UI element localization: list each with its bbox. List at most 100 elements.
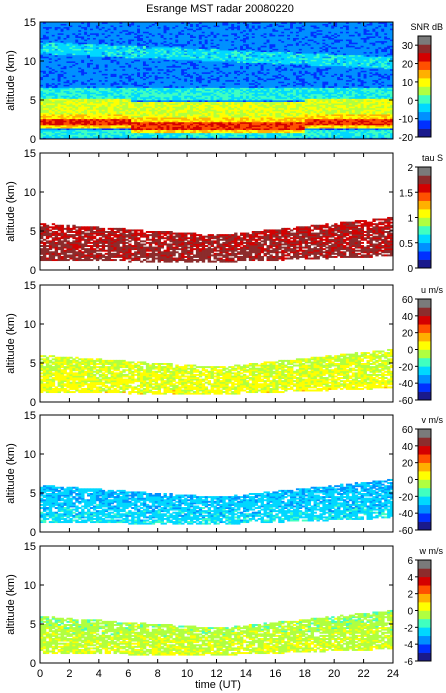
heatmap-cell — [140, 87, 144, 90]
heatmap-cell — [78, 25, 82, 28]
heatmap-cell — [87, 114, 91, 116]
heatmap-cell — [169, 61, 173, 63]
heatmap-cell — [84, 103, 88, 106]
heatmap-cell — [98, 54, 103, 57]
heatmap-cell — [131, 115, 135, 118]
heatmap-cell — [45, 126, 50, 129]
heatmap-cell — [178, 26, 182, 29]
heatmap-cell — [81, 46, 85, 49]
heatmap-cell — [54, 129, 59, 132]
heatmap-cell — [122, 50, 126, 53]
heatmap-cell — [172, 135, 176, 138]
heatmap-cell — [72, 76, 76, 79]
heatmap-cell — [95, 96, 100, 99]
heatmap-cell — [154, 106, 159, 109]
heatmap-cell — [142, 54, 147, 57]
heatmap-cell — [160, 100, 164, 102]
heatmap-cell — [98, 36, 103, 38]
heatmap-cell — [84, 76, 88, 79]
heatmap-cell — [119, 101, 123, 104]
heatmap-cell — [154, 87, 159, 90]
heatmap-cell — [119, 96, 123, 99]
heatmap-cell — [151, 93, 156, 96]
heatmap-cell — [154, 37, 159, 40]
heatmap-cell — [72, 39, 76, 42]
heatmap-cell — [145, 61, 150, 63]
heatmap-cell — [51, 57, 56, 60]
heatmap-cell — [60, 104, 64, 107]
heatmap-cell — [40, 109, 44, 112]
heatmap-cell — [134, 64, 138, 67]
heatmap-cell — [113, 104, 117, 107]
heatmap-cell — [134, 85, 138, 88]
heatmap-cell — [166, 43, 170, 46]
heatmap-cell — [142, 57, 147, 60]
heatmap-cell — [145, 32, 150, 35]
heatmap-cell — [175, 28, 179, 31]
heatmap-cell — [87, 62, 91, 65]
heatmap-cell — [163, 107, 167, 110]
heatmap-cell — [187, 112, 191, 115]
heatmap-cell — [128, 78, 132, 81]
heatmap-cell — [140, 71, 144, 74]
heatmap-cell — [81, 112, 85, 115]
heatmap-cell — [57, 90, 61, 93]
heatmap-cell — [166, 54, 170, 57]
heatmap-cell — [42, 43, 47, 46]
heatmap-cell — [116, 120, 120, 123]
heatmap-cell — [78, 28, 82, 31]
heatmap-cell — [84, 120, 88, 123]
heatmap-cell — [98, 23, 103, 26]
heatmap-cell — [66, 126, 70, 129]
heatmap-cell — [134, 137, 138, 140]
heatmap-cell — [66, 89, 70, 92]
heatmap-cell — [178, 85, 182, 88]
heatmap-cell — [134, 131, 138, 134]
heatmap-cell — [92, 50, 97, 53]
heatmap-cell — [66, 115, 70, 118]
heatmap-cell — [40, 110, 44, 113]
heatmap-cell — [40, 45, 44, 48]
heatmap-cell — [42, 110, 47, 113]
heatmap-cell — [87, 73, 91, 76]
heatmap-cell — [140, 57, 144, 60]
heatmap-cell — [172, 48, 176, 51]
heatmap-cell — [75, 79, 79, 82]
heatmap-cell — [69, 98, 73, 101]
heatmap-cell — [154, 59, 159, 62]
heatmap-cell — [172, 101, 176, 104]
heatmap-cell — [142, 135, 147, 138]
heatmap-cell — [131, 48, 135, 51]
heatmap-cell — [175, 85, 179, 88]
heatmap-cell — [87, 45, 91, 48]
heatmap-cell — [66, 134, 70, 137]
heatmap-cell — [84, 124, 88, 127]
heatmap-cell — [78, 82, 82, 85]
heatmap-cell — [116, 50, 120, 53]
heatmap-cell — [110, 107, 114, 110]
heatmap-cell — [116, 126, 120, 129]
heatmap-cell — [42, 78, 47, 81]
heatmap-cell — [163, 26, 167, 29]
heatmap-cell — [48, 76, 53, 79]
heatmap-cell — [95, 37, 100, 40]
heatmap-cell — [163, 90, 167, 93]
heatmap-cell — [54, 42, 59, 45]
heatmap-cell — [101, 64, 106, 67]
heatmap-cell — [184, 137, 188, 140]
heatmap-cell — [54, 109, 59, 112]
heatmap-cell — [160, 89, 164, 92]
heatmap-cell — [151, 117, 156, 120]
heatmap-cell — [119, 89, 123, 92]
heatmap-cell — [54, 132, 59, 135]
heatmap-cell — [104, 75, 109, 77]
heatmap-cell — [122, 54, 126, 57]
heatmap-cell — [184, 50, 188, 53]
heatmap-cell — [107, 134, 111, 137]
heatmap-cell — [163, 34, 167, 37]
heatmap-cell — [84, 101, 88, 104]
heatmap-cell — [48, 107, 53, 110]
heatmap-cell — [122, 107, 126, 110]
heatmap-cell — [125, 132, 129, 135]
heatmap-cell — [116, 65, 120, 68]
